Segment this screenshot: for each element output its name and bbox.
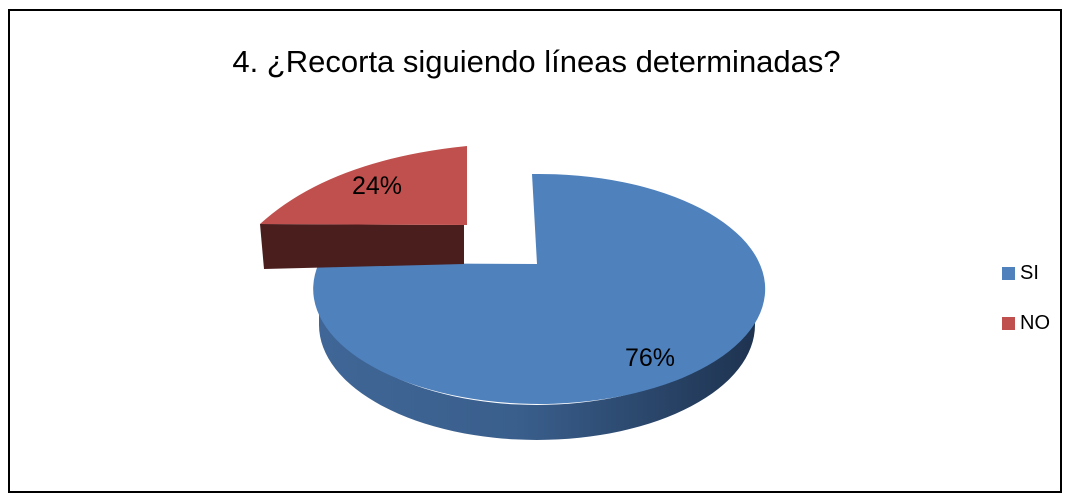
legend-label-si: SI bbox=[1020, 261, 1039, 284]
data-label-no: 24% bbox=[352, 172, 402, 200]
data-label-si: 76% bbox=[625, 344, 675, 372]
pie-slice-no-side bbox=[260, 224, 464, 269]
legend-label-no: NO bbox=[1020, 311, 1050, 334]
chart-title: 4. ¿Recorta siguiendo líneas determinada… bbox=[232, 44, 841, 79]
legend-swatch-si bbox=[1002, 266, 1015, 280]
pie-slice-si-side bbox=[319, 290, 755, 440]
legend-item-si: SI bbox=[1002, 258, 1050, 288]
legend-swatch-no bbox=[1002, 316, 1015, 330]
pie-slice-si bbox=[313, 173, 766, 404]
legend: SI NO bbox=[1002, 258, 1050, 358]
pie-slice-no bbox=[260, 146, 467, 225]
legend-item-no: NO bbox=[1002, 308, 1050, 338]
